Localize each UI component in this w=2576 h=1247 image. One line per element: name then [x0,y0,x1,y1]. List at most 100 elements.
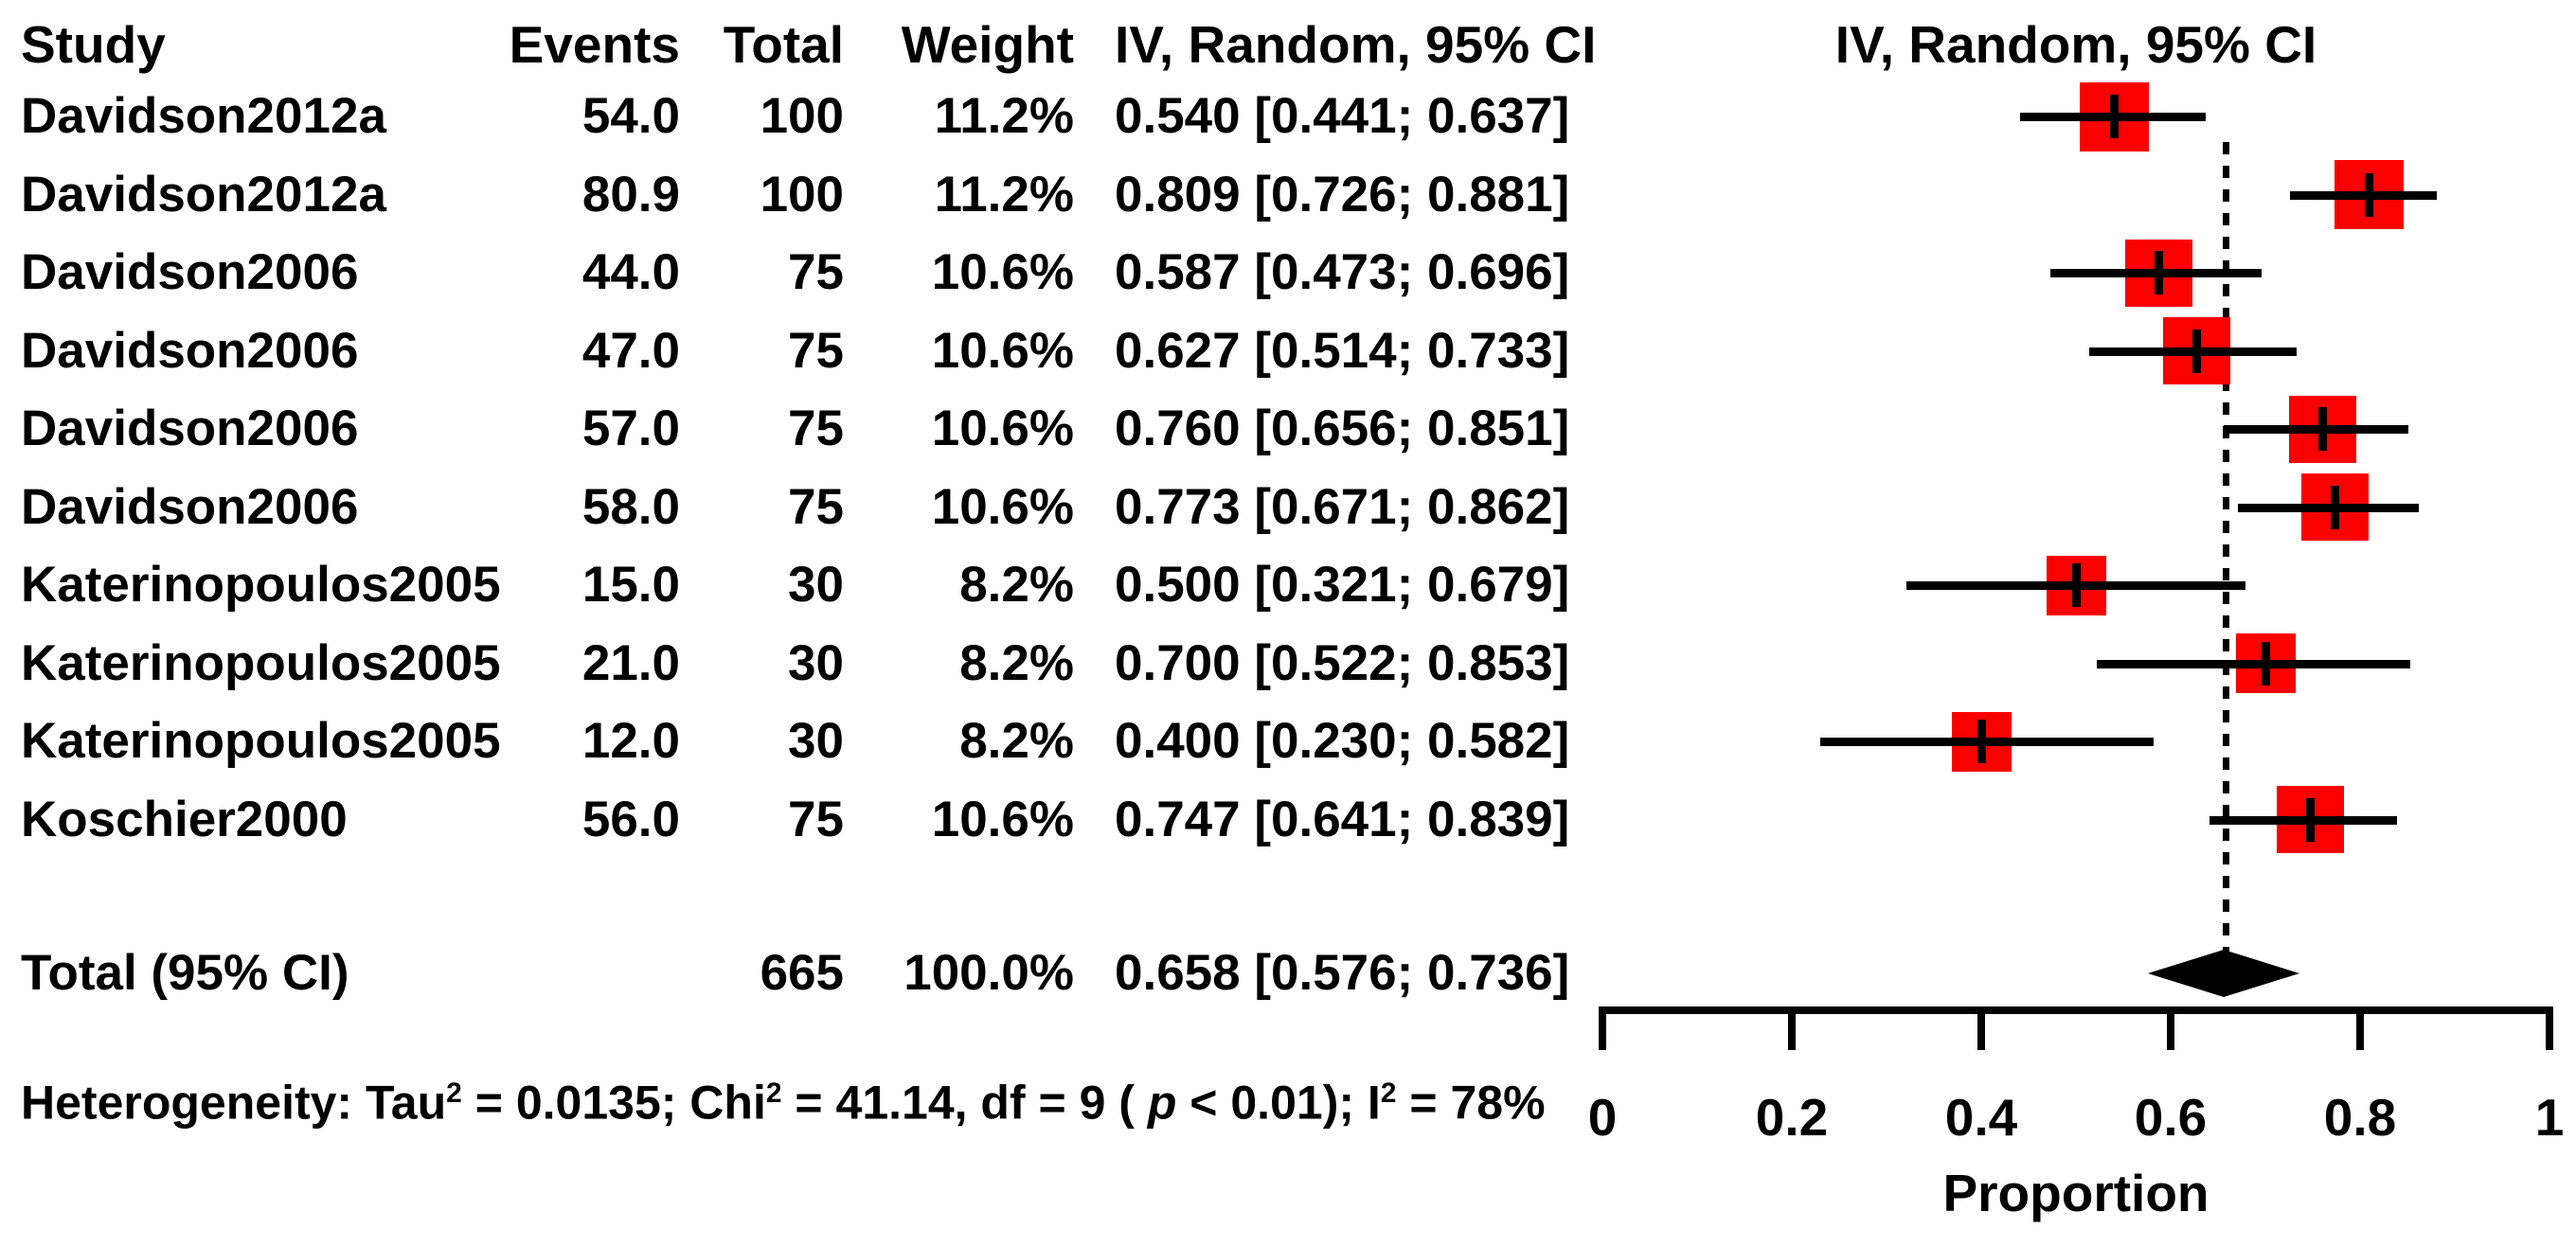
study-cell: Davidson2012a [21,88,386,144]
x-axis-tick-label: 0 [1587,1088,1618,1147]
ci-line [1820,738,2154,747]
heterogeneity-segment: < 0.01); I [1176,1076,1381,1130]
x-axis-tick-label: 0.4 [1944,1088,2018,1147]
study-cell: Davidson2006 [21,322,359,379]
weight-cell: 8.2% [959,557,1074,614]
x-axis-tick [1788,1007,1796,1050]
ci-text-cell: 0.773 [0.671; 0.862] [1115,478,1570,535]
study-cell: Davidson2012a [21,166,386,223]
x-axis-tick [2167,1007,2174,1050]
total-cell: 30 [788,713,844,770]
ci-text-cell: 0.760 [0.656; 0.851] [1115,401,1570,457]
heterogeneity-segment: = 0.0135; Chi [461,1076,766,1130]
x-axis-tick [1599,1007,1606,1050]
ci-text-cell: 0.700 [0.522; 0.853] [1115,634,1570,691]
study-cell: Katerinopoulos2005 [21,713,501,770]
col-header-total: Total [723,15,844,74]
total-cell: 30 [788,634,844,691]
x-axis-tick-label: 0.2 [1755,1088,1829,1147]
events-cell: 54.0 [581,88,680,144]
heterogeneity-stats: Heterogeneity: Tau2 = 0.0135; Chi2 = 41.… [21,1064,1546,1130]
x-axis-tick [2356,1007,2364,1050]
ci-line [2224,425,2408,435]
heterogeneity-segment: = 41.14, df = 9 ( [781,1076,1148,1130]
plot-header-effect-ci: IV, Random, 95% CI [1834,15,2317,74]
total-cell: 75 [788,401,844,457]
estimate-tick [2318,407,2327,452]
x-axis-tick-label: 0.6 [2134,1088,2208,1147]
x-axis-tick [1977,1007,1985,1050]
ci-text-cell: 0.587 [0.473; 0.696] [1115,244,1570,301]
pooled-row-label: Total (95% CI) [21,945,349,1001]
pooled-diamond-shape [2148,950,2299,997]
weight-cell: 10.6% [931,791,1074,847]
pooled-diamond [2148,950,2299,997]
weight-cell: 10.6% [931,401,1074,457]
ci-line [2238,503,2419,512]
total-cell: 100 [760,88,844,144]
total-cell: 30 [788,557,844,614]
events-cell: 80.9 [581,166,680,223]
weight-cell: 11.2% [934,166,1074,223]
ci-text-cell: 0.500 [0.321; 0.679] [1115,557,1570,614]
study-cell: Davidson2006 [21,244,359,301]
total-cell: 100 [760,166,844,223]
ci-text-cell: 0.540 [0.441; 0.637] [1115,88,1570,144]
estimate-tick [1977,720,1986,764]
estimate-tick [2262,641,2270,686]
events-cell: 12.0 [581,713,680,770]
events-cell: 44.0 [581,244,680,301]
estimate-tick [2192,329,2201,373]
ci-line [2290,190,2437,200]
estimate-tick [2306,797,2315,842]
pooled-row-ci-text: 0.658 [0.576; 0.736] [1115,945,1570,1001]
weight-cell: 11.2% [934,88,1074,144]
ci-text-cell: 0.627 [0.514; 0.733] [1115,322,1570,379]
col-header-weight: Weight [901,15,1074,74]
pooled-row-weight: 100.0% [903,945,1074,1001]
weight-cell: 8.2% [959,713,1074,770]
pooled-row-total: 665 [760,945,844,1001]
heterogeneity-segment: Heterogeneity: Tau [21,1076,447,1130]
total-cell: 75 [788,791,844,847]
events-cell: 15.0 [581,557,680,614]
heterogeneity-segment: = 78% [1396,1076,1546,1130]
total-cell: 75 [788,244,844,301]
estimate-tick [2072,563,2081,608]
weight-cell: 10.6% [931,244,1074,301]
events-cell: 58.0 [581,478,680,535]
ci-line [2209,815,2397,825]
heterogeneity-segment: p [1147,1076,1177,1130]
events-cell: 57.0 [581,401,680,457]
heterogeneity-segment: 2 [765,1078,782,1109]
study-cell: Katerinopoulos2005 [21,557,501,614]
x-axis-title: Proportion [1942,1164,2209,1222]
weight-cell: 8.2% [959,634,1074,691]
estimate-tick [2365,172,2373,217]
events-cell: 47.0 [581,322,680,379]
study-cell: Katerinopoulos2005 [21,634,501,691]
ci-text-cell: 0.747 [0.641; 0.839] [1115,791,1570,847]
events-cell: 21.0 [581,634,680,691]
weight-cell: 10.6% [931,478,1074,535]
estimate-tick [2331,485,2339,529]
x-axis-tick-label: 1 [2534,1088,2565,1147]
heterogeneity-segment: 2 [446,1078,462,1109]
events-cell: 56.0 [581,791,680,847]
ci-text-cell: 0.400 [0.230; 0.582] [1115,713,1570,770]
ci-text-cell: 0.809 [0.726; 0.881] [1115,166,1570,223]
total-cell: 75 [788,322,844,379]
study-cell: Davidson2006 [21,478,359,535]
estimate-tick [2110,95,2119,138]
ci-line [2097,659,2410,668]
col-header-effect-ci: IV, Random, 95% CI [1115,15,1597,74]
total-cell: 75 [788,478,844,535]
x-axis-tick-label: 0.8 [2323,1088,2397,1147]
study-cell: Koschier2000 [21,791,348,847]
heterogeneity-segment: 2 [1380,1078,1397,1109]
x-axis-tick [2546,1007,2553,1050]
col-header-events: Events [509,15,680,74]
weight-cell: 10.6% [931,322,1074,379]
estimate-tick [2155,251,2163,295]
